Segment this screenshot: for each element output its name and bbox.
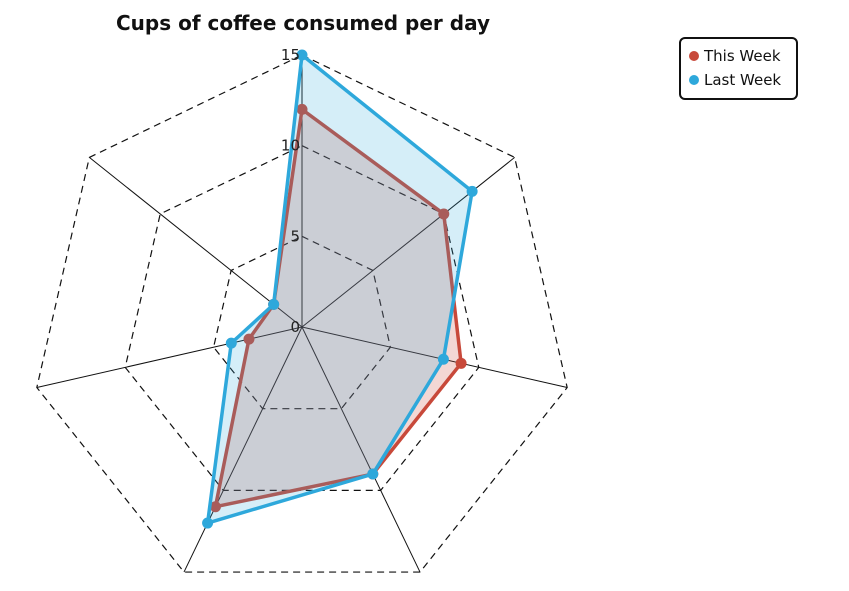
spoke-6 bbox=[89, 157, 303, 328]
tick-label-15: 15 bbox=[281, 46, 300, 64]
spoke-1 bbox=[301, 157, 515, 328]
chart-title: Cups of coffee consumed per day bbox=[116, 11, 490, 35]
point-last-week-3 bbox=[367, 468, 379, 480]
point-last-week-0 bbox=[296, 49, 308, 61]
point-this-week-5 bbox=[243, 333, 255, 345]
point-this-week-2 bbox=[455, 357, 467, 369]
spoke-2 bbox=[301, 326, 568, 389]
legend-label-last-week: Last Week bbox=[704, 71, 781, 89]
radar-grid bbox=[36, 54, 568, 573]
series-last-week-area bbox=[205, 53, 474, 525]
radial-tick-labels: 0 5 10 15 bbox=[281, 46, 300, 336]
point-this-week-4 bbox=[209, 501, 221, 513]
legend-marker-last-week bbox=[689, 75, 699, 85]
point-last-week-4 bbox=[202, 517, 214, 529]
legend-box bbox=[679, 37, 798, 100]
tick-label-5: 5 bbox=[290, 227, 300, 245]
point-last-week-6 bbox=[268, 298, 280, 310]
legend-label-this-week: This Week bbox=[703, 47, 781, 65]
point-this-week-0 bbox=[296, 103, 308, 115]
point-last-week-2 bbox=[437, 353, 449, 365]
point-last-week-5 bbox=[225, 337, 237, 349]
spoke-5 bbox=[36, 326, 303, 389]
radar-series bbox=[202, 49, 478, 529]
legend-marker-this-week bbox=[689, 51, 699, 61]
grid-ring-10 bbox=[124, 145, 480, 491]
tick-label-0: 0 bbox=[290, 318, 300, 336]
tick-label-10: 10 bbox=[281, 137, 300, 155]
point-last-week-1 bbox=[466, 185, 478, 197]
spoke-3 bbox=[301, 326, 421, 573]
legend: This Week Last Week bbox=[679, 37, 798, 100]
point-this-week-1 bbox=[438, 208, 450, 220]
spoke-4 bbox=[183, 326, 303, 573]
grid-ring-5 bbox=[212, 235, 392, 410]
